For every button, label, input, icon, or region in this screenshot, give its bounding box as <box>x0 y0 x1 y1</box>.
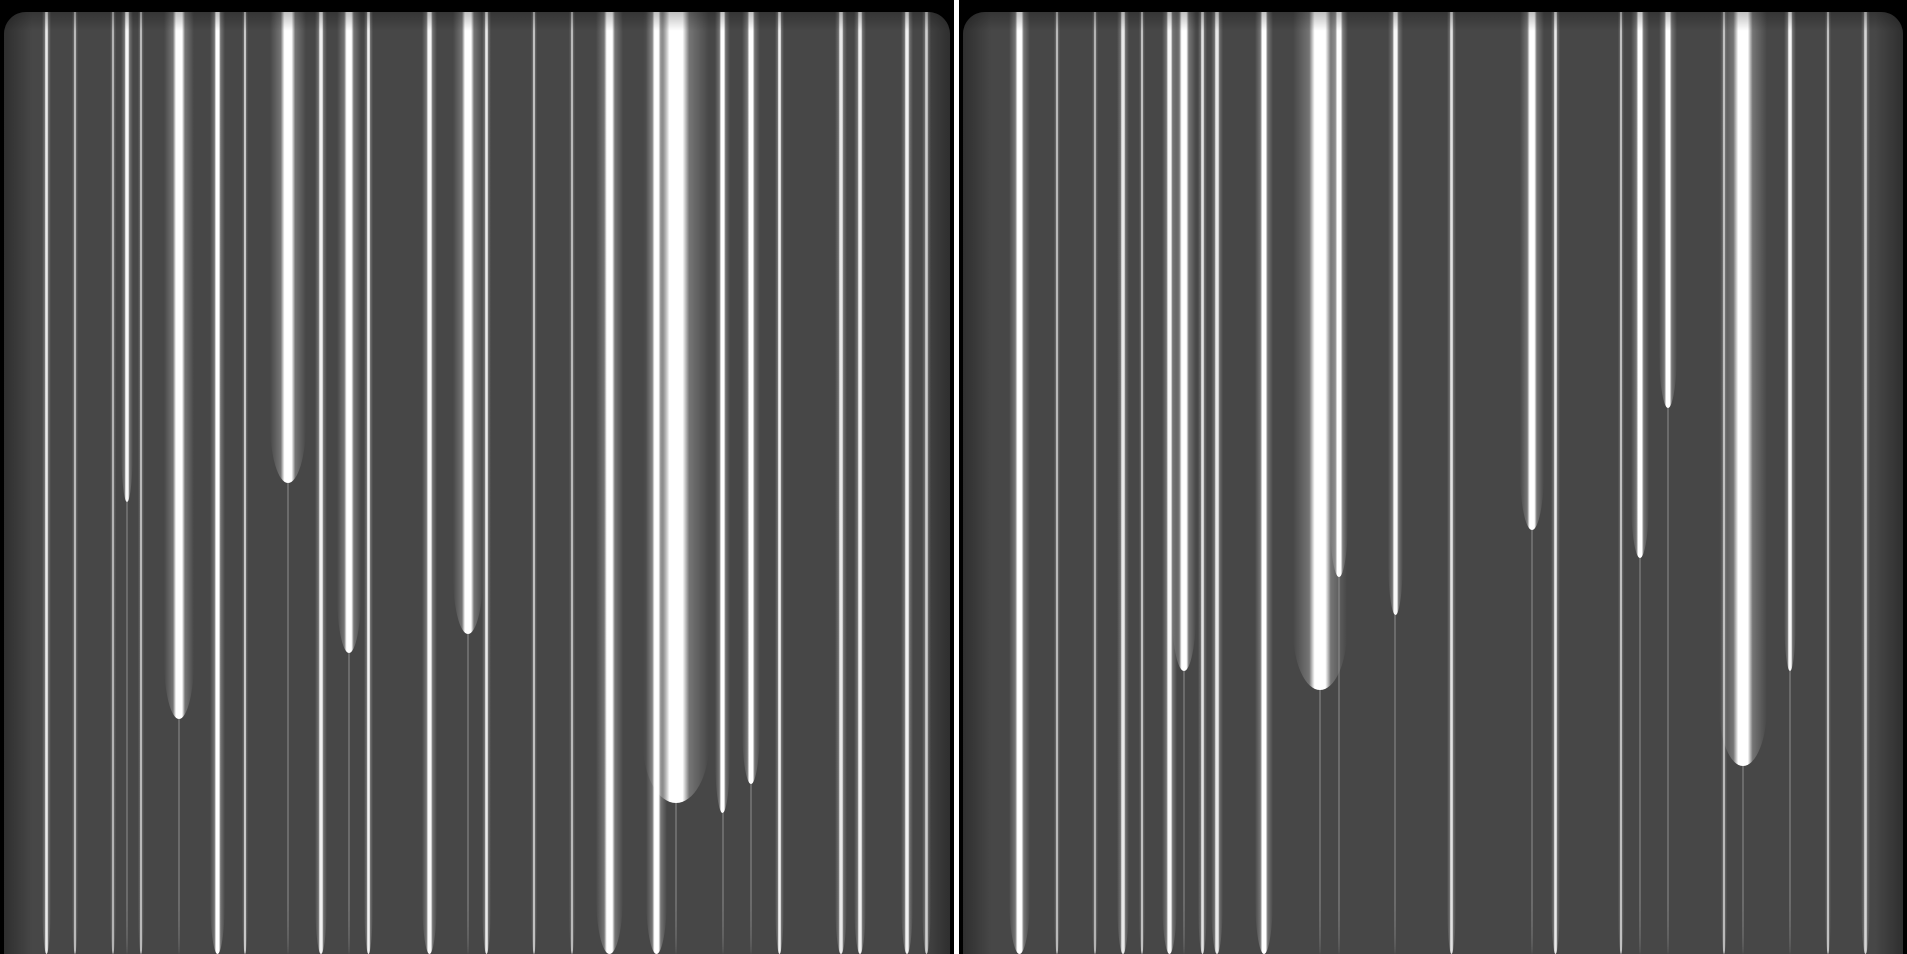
spectral-line-faint-tail <box>1530 530 1533 954</box>
spectral-line <box>530 12 537 954</box>
spectral-line <box>642 12 709 804</box>
frame-separator <box>954 0 959 954</box>
spectral-line <box>1054 12 1060 954</box>
spectral-line <box>1330 12 1348 578</box>
spectral-line <box>71 12 78 954</box>
spectral-line <box>921 12 931 954</box>
spectral-line <box>854 12 867 954</box>
spectral-line <box>1630 12 1649 559</box>
spectral-line <box>715 12 731 813</box>
spectral-line <box>1254 12 1273 954</box>
spectral-line-faint-tail <box>721 812 724 954</box>
spectral-line <box>422 12 438 954</box>
right-spectrum-area <box>963 12 1903 954</box>
spectral-line-faint-tail <box>286 483 289 954</box>
spectral-line <box>1618 12 1624 954</box>
spectral-line-faint-tail <box>1319 690 1322 954</box>
spectral-line <box>164 12 194 719</box>
spectral-line <box>835 12 848 954</box>
spectral-line-faint-tail <box>1667 407 1669 954</box>
spectral-line <box>595 12 623 954</box>
spectral-line <box>1387 12 1403 615</box>
spectral-line <box>481 12 491 954</box>
spectral-line <box>120 12 133 502</box>
spectral-line <box>1659 12 1677 408</box>
spectral-line-faint-tail <box>1338 577 1340 954</box>
spectral-line-faint-tail <box>750 784 753 954</box>
spectral-line <box>1719 12 1768 766</box>
spectral-line <box>42 12 52 954</box>
spectral-line-faint-tail <box>466 633 469 954</box>
spectral-line <box>1171 12 1196 672</box>
spectral-line <box>1784 12 1797 672</box>
spectral-line <box>901 12 914 954</box>
spectral-line <box>314 12 327 954</box>
spectral-line <box>363 12 373 954</box>
spectral-line <box>1138 12 1145 954</box>
spectral-line-faint-tail <box>674 803 677 954</box>
spectral-line-faint-tail <box>125 501 128 954</box>
spectral-line <box>1008 12 1030 954</box>
spectral-line <box>1519 12 1544 531</box>
spectral-line-faint-tail <box>1789 671 1792 954</box>
spectral-line <box>1447 12 1457 954</box>
spectral-line <box>1860 12 1870 954</box>
spectral-line-faint-tail <box>178 718 180 954</box>
spectral-line-faint-tail <box>1394 614 1397 954</box>
left-detector-frame <box>0 0 954 954</box>
spectral-line <box>452 12 483 634</box>
spectral-line-faint-tail <box>1638 558 1641 954</box>
spectral-line-faint-tail <box>1742 765 1745 954</box>
left-spectrum-area <box>4 12 950 954</box>
spectral-line <box>210 12 226 954</box>
spectral-line <box>337 12 362 653</box>
spectral-line <box>568 12 575 954</box>
spectral-line <box>775 12 785 954</box>
spectral-line <box>1198 12 1208 954</box>
spectral-line-faint-tail <box>1182 671 1185 954</box>
spectral-line <box>109 12 116 954</box>
spectral-line <box>269 12 306 483</box>
spectral-line-faint-tail <box>348 652 351 954</box>
right-detector-frame <box>959 0 1907 954</box>
spectral-line <box>242 12 249 954</box>
spectral-line <box>1116 12 1129 954</box>
spectral-line <box>1210 12 1223 954</box>
spectral-line <box>742 12 761 785</box>
spectral-line <box>1091 12 1098 954</box>
spectral-line <box>1824 12 1831 954</box>
spectral-line <box>1550 12 1560 954</box>
spectral-line <box>138 12 145 954</box>
